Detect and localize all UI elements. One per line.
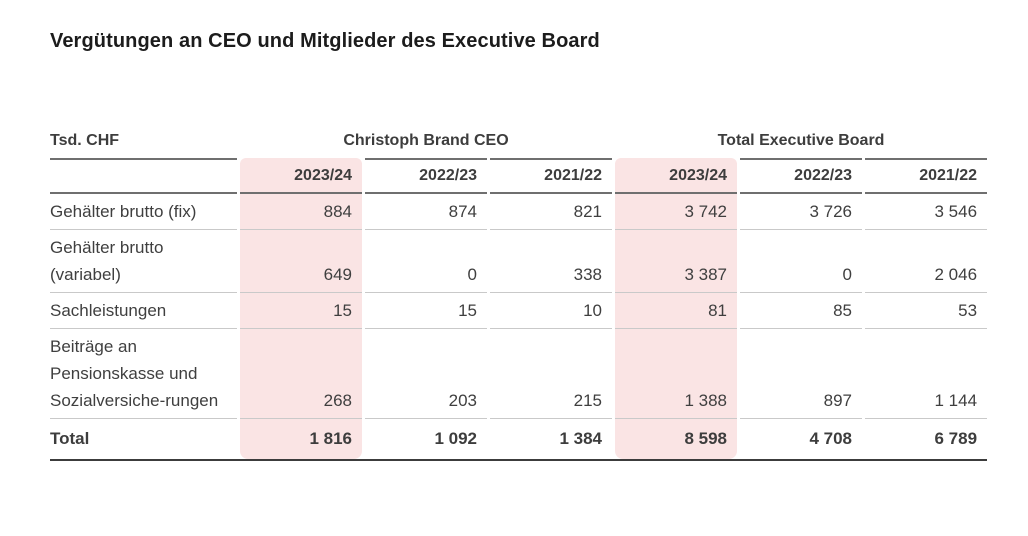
page-title: Vergütungen an CEO und Mitglieder des Ex… — [50, 30, 600, 52]
row-label: Gehälter brutto (variabel) — [50, 230, 237, 293]
table-row-gehaelter-variabel: Gehälter brutto (variabel) 649 0 338 3 3… — [50, 230, 988, 293]
row-label: Sachleistungen — [50, 293, 237, 329]
unit-label: Tsd. CHF — [50, 132, 120, 149]
year-header-board-2022-23: 2022/23 — [740, 158, 863, 194]
cell-value: 3 387 — [615, 230, 738, 293]
cell-value: 874 — [365, 194, 487, 230]
cell-value: 0 — [740, 230, 863, 293]
report-page: Vergütungen an CEO und Mitglieder des Ex… — [47, 30, 990, 461]
year-header-board-2023-24: 2023/24 — [615, 158, 738, 194]
cell-value: 897 — [740, 329, 863, 419]
cell-value: 3 726 — [740, 194, 863, 230]
cell-value: 3 546 — [865, 194, 988, 230]
cell-value: 81 — [615, 293, 738, 329]
cell-value: 268 — [240, 329, 362, 419]
total-value: 1 816 — [240, 419, 362, 459]
table-row-sachleistungen: Sachleistungen 15 15 10 81 85 53 — [50, 293, 988, 329]
row-label: Gehälter brutto (fix) — [50, 194, 237, 230]
total-label: Total — [50, 429, 90, 448]
cell-value: 338 — [490, 230, 613, 293]
group-header-ceo: Christoph Brand CEO — [343, 132, 509, 149]
year-header-row: 2023/24 2022/23 2021/22 2023/24 2022/23 … — [50, 158, 988, 194]
total-value: 4 708 — [809, 429, 853, 448]
cell-value: 15 — [365, 293, 487, 329]
cell-value: 203 — [365, 329, 487, 419]
total-value: 6 789 — [934, 429, 978, 448]
cell-value: 821 — [490, 194, 613, 230]
table-row-total: Total 1 816 1 092 1 384 8 598 4 708 6 78… — [50, 419, 987, 459]
table-row-beitraege: Beiträge an Pensionskasse und Sozialvers… — [50, 329, 988, 419]
total-value: 1 092 — [434, 429, 477, 448]
cell-value: 53 — [865, 293, 988, 329]
cell-value: 3 742 — [615, 194, 738, 230]
cell-value: 15 — [240, 293, 362, 329]
cell-value: 884 — [240, 194, 362, 230]
cell-value: 85 — [740, 293, 863, 329]
cell-value: 1 388 — [615, 329, 738, 419]
year-header-ceo-2023-24: 2023/24 — [240, 158, 362, 194]
table-bottom-rule — [50, 459, 987, 461]
year-header-spacer — [50, 158, 237, 194]
table-row-gehaelter-fix: Gehälter brutto (fix) 884 874 821 3 742 … — [50, 194, 988, 230]
compensation-table: Tsd. CHF Christoph Brand CEO Total Execu… — [47, 132, 990, 459]
group-header-row: Tsd. CHF Christoph Brand CEO Total Execu… — [50, 132, 987, 158]
cell-value: 1 144 — [865, 329, 988, 419]
cell-value: 649 — [240, 230, 362, 293]
year-header-ceo-2021-22: 2021/22 — [490, 158, 613, 194]
cell-value: 215 — [490, 329, 613, 419]
cell-value: 0 — [365, 230, 487, 293]
group-header-executive-board: Total Executive Board — [717, 132, 885, 149]
total-value: 1 384 — [559, 429, 603, 448]
year-header-ceo-2022-23: 2022/23 — [365, 158, 487, 194]
total-value: 8 598 — [615, 419, 738, 459]
cell-value: 10 — [490, 293, 613, 329]
cell-value: 2 046 — [865, 230, 988, 293]
row-label: Beiträge an Pensionskasse und Sozialvers… — [50, 329, 237, 419]
year-header-board-2021-22: 2021/22 — [865, 158, 988, 194]
